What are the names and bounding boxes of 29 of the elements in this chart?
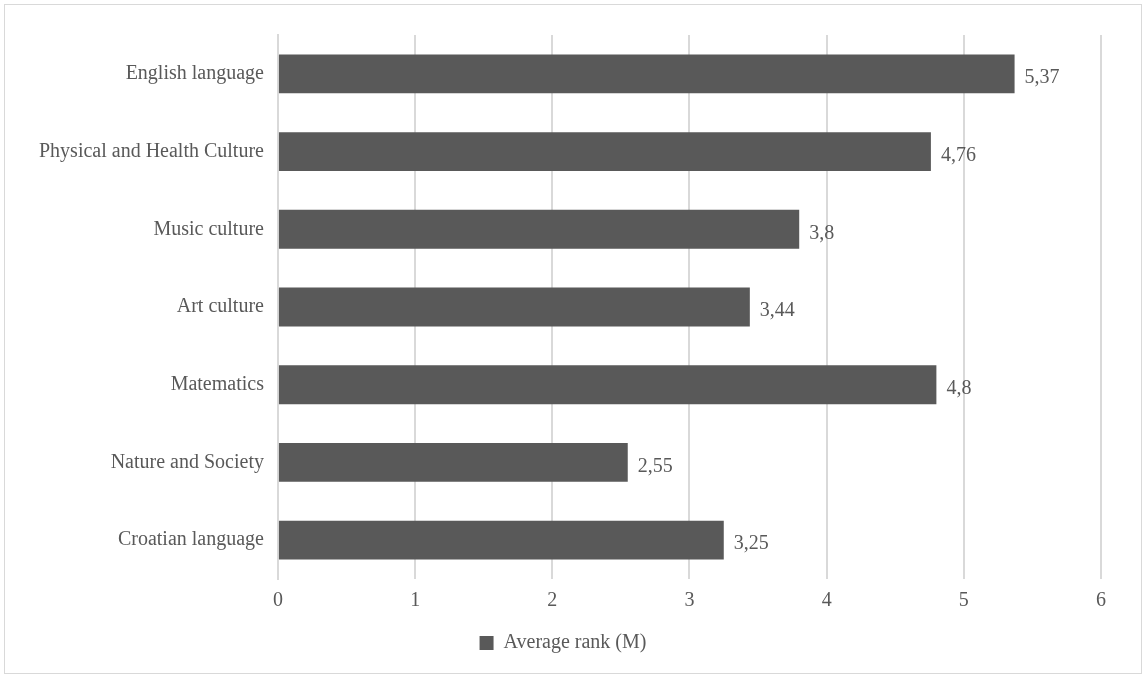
bar xyxy=(278,365,937,405)
y-tick-label: Art culture xyxy=(176,294,265,317)
bar xyxy=(278,209,800,249)
y-tick-label: English language xyxy=(125,61,265,85)
x-tick-label: 0 xyxy=(272,588,283,611)
y-tick-label: Physical and Health Culture xyxy=(39,138,265,162)
data-label: 5,37 xyxy=(1024,65,1060,88)
x-tick-label: 4 xyxy=(821,588,832,611)
x-tick-label: 5 xyxy=(958,588,969,611)
data-label: 3,25 xyxy=(733,531,769,554)
data-label: 3,8 xyxy=(809,220,835,243)
data-label: 4,76 xyxy=(940,142,976,165)
x-tick-label: 1 xyxy=(410,588,421,611)
bar xyxy=(278,132,931,171)
x-tick-label: 3 xyxy=(684,588,695,611)
bar xyxy=(278,54,1015,94)
x-tick-label: 2 xyxy=(547,588,558,611)
data-label: 4,8 xyxy=(946,375,972,398)
bar xyxy=(278,443,628,482)
y-tick-label: Croatian language xyxy=(117,527,265,551)
x-tick-label: 6 xyxy=(1096,588,1106,611)
data-label: 3,44 xyxy=(759,298,795,321)
bar xyxy=(278,520,724,560)
y-tick-label: Music culture xyxy=(153,216,265,239)
y-tick-label: Nature and Society xyxy=(110,449,264,473)
bar xyxy=(278,287,750,327)
legend-label: Average rank (M) xyxy=(503,630,647,654)
y-tick-label: Matematics xyxy=(170,371,265,394)
data-label: 2,55 xyxy=(637,453,673,476)
